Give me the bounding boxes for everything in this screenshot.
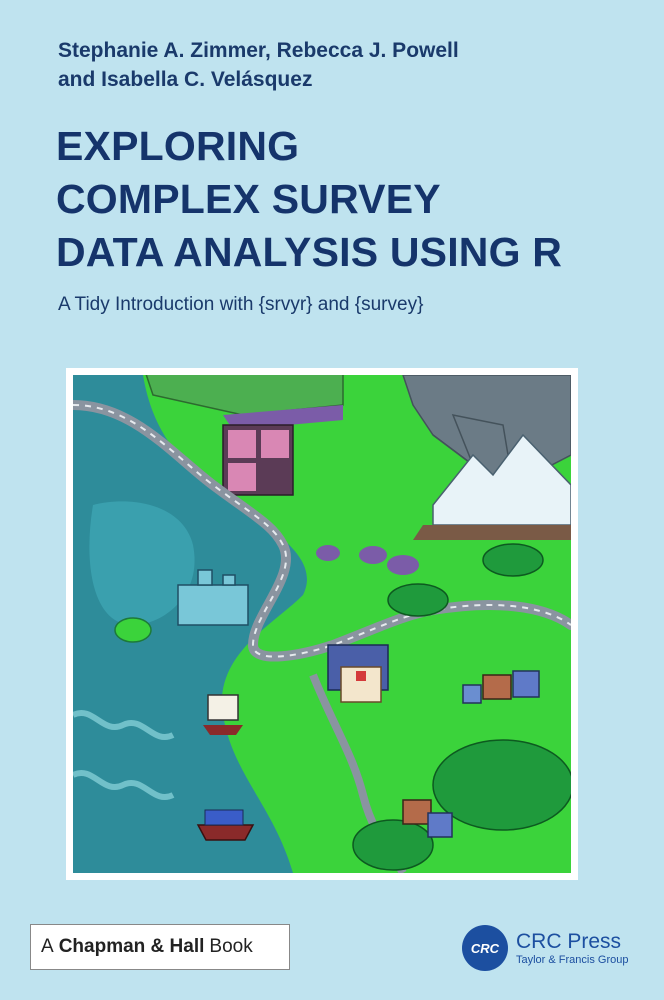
chapman-hall-badge: A Chapman & Hall Book bbox=[30, 924, 290, 970]
publisher-name: Chapman & Hall bbox=[58, 936, 205, 957]
crc-press-logo: CRC CRC Press Taylor & Francis Group bbox=[462, 925, 628, 971]
title-line-3: DATA ANALYSIS USING R bbox=[56, 229, 563, 275]
publisher-prefix: A bbox=[41, 936, 54, 957]
crc-press-name: CRC Press bbox=[516, 930, 622, 953]
title-line-1: EXPLORING bbox=[56, 123, 300, 169]
title-line-2: COMPLEX SURVEY bbox=[56, 176, 441, 222]
publisher-suffix: Book bbox=[209, 936, 253, 957]
book-subtitle: A Tidy Introduction with {srvyr} and {su… bbox=[58, 294, 424, 315]
authors-line-2: and Isabella C. Velásquez bbox=[58, 68, 313, 91]
cover-illustration-frame bbox=[66, 368, 578, 880]
crc-press-group: Taylor & Francis Group bbox=[516, 954, 629, 966]
authors: Stephanie A. Zimmer, Rebecca J. Powell a… bbox=[58, 36, 459, 94]
authors-line-1: Stephanie A. Zimmer, Rebecca J. Powell bbox=[58, 39, 459, 62]
landscape-map-illustration bbox=[73, 375, 571, 873]
crc-logo-icon: CRC bbox=[462, 925, 508, 971]
book-title: EXPLORING COMPLEX SURVEY DATA ANALYSIS U… bbox=[56, 120, 562, 279]
